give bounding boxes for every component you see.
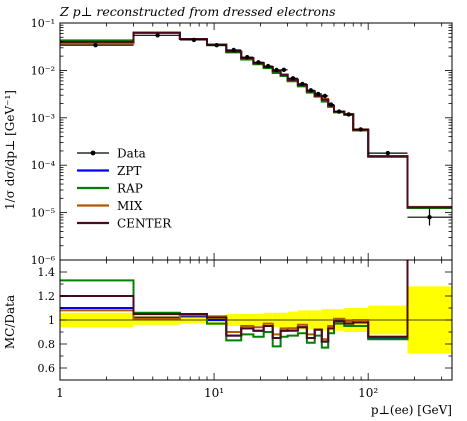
- data-point: [336, 109, 342, 114]
- data-point: [265, 63, 271, 69]
- y-tick-label: 10⁻⁵: [31, 207, 55, 220]
- data-point: [322, 93, 328, 99]
- ratio-line-center: [60, 260, 409, 343]
- data-point: [191, 37, 197, 43]
- data-point: [214, 43, 219, 48]
- data-point: [316, 91, 321, 97]
- x-axis-label: p⊥(ee) [GeV]: [371, 403, 452, 417]
- ratio-panel: 1 10¹ 10² 0.6 0.8 1 1.2 1.4: [38, 259, 453, 400]
- legend: Data ZPT RAP MIX CENTER: [77, 147, 172, 231]
- ratio-y-tick-label: 1.2: [38, 290, 56, 303]
- data-point: [281, 67, 287, 73]
- legend-item-mix: MIX: [77, 199, 143, 213]
- data-points: [60, 33, 452, 226]
- ratio-y-tick-label: 0.6: [38, 362, 56, 375]
- ratio-y-tick-label: 1: [48, 314, 55, 327]
- data-point: [328, 102, 334, 107]
- y-tick-label: 10⁻⁶: [31, 254, 56, 267]
- legend-item-rap: RAP: [77, 182, 143, 196]
- data-point: [231, 47, 236, 53]
- legend-item-center: CENTER: [77, 217, 172, 231]
- ratio-y-tick-label: 1.4: [38, 266, 56, 279]
- legend-label: Data: [117, 147, 146, 161]
- ratio-y-tick-label: 0.8: [38, 338, 56, 351]
- data-point: [245, 55, 250, 60]
- x-tick-label: 10²: [358, 386, 378, 400]
- y-tick-label: 10⁻²: [31, 64, 55, 77]
- legend-label: CENTER: [117, 217, 172, 231]
- y-axis-label-ratio: MC/Data: [3, 295, 17, 349]
- data-point: [308, 88, 313, 93]
- data-point: [256, 60, 261, 65]
- data-point: [385, 150, 390, 156]
- legend-label: RAP: [117, 182, 143, 196]
- legend-label: MIX: [117, 199, 143, 213]
- legend-label: ZPT: [117, 164, 141, 178]
- data-point: [300, 81, 305, 87]
- data-point: [155, 33, 160, 38]
- legend-marker: [90, 150, 96, 156]
- legend-item-zpt: ZPT: [77, 164, 141, 178]
- chart-title: Z p⊥ reconstructed from dressed electron…: [59, 4, 336, 19]
- x-tick-label: 10¹: [204, 386, 224, 400]
- y-tick-label: 10⁻⁴: [31, 159, 56, 172]
- data-point: [358, 127, 363, 132]
- x-tick-label: 1: [56, 386, 64, 400]
- y-tick-label: 10⁻³: [31, 112, 55, 125]
- data-point: [93, 43, 98, 48]
- data-point: [274, 67, 279, 73]
- y-axis-label-main: 1/σ dσ/dp⊥ [GeV⁻¹]: [3, 90, 17, 210]
- y-tick-label: 10⁻¹: [31, 17, 55, 30]
- main-panel: 10⁻⁶ 10⁻⁵ 10⁻⁴ 10⁻³ 10⁻² 10⁻¹: [31, 17, 453, 267]
- legend-item-data: Data: [77, 147, 146, 161]
- data-point: [290, 76, 296, 81]
- data-point: [346, 112, 351, 117]
